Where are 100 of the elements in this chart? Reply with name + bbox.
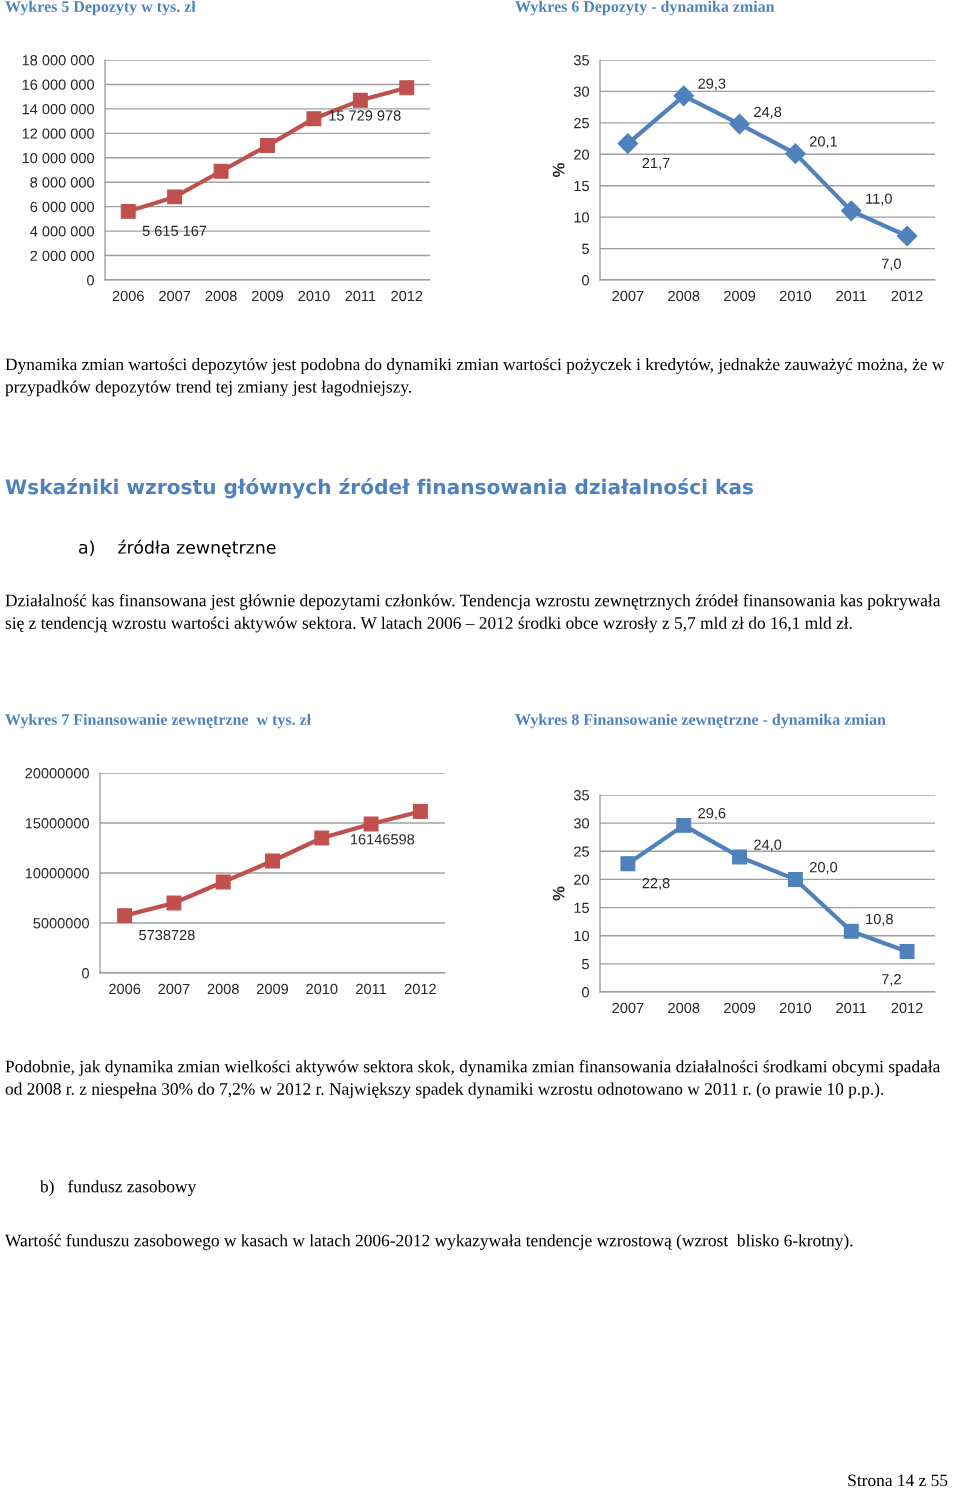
point	[314, 830, 330, 846]
y-tick-label: 5000000	[33, 918, 90, 929]
y-tick-label: 10000000	[25, 868, 90, 879]
x-tick-label: 2010	[779, 290, 812, 302]
y-tick-label: 20	[574, 874, 590, 885]
y-tick-label: 8 000 000	[30, 177, 95, 188]
x-tick-label: 2009	[252, 290, 284, 302]
x-tick-label: 2007	[158, 983, 190, 995]
text: b) fundusz zasobowy	[40, 1180, 197, 1196]
y-tick-label: 5	[582, 243, 589, 254]
y-tick-label: 10 000 000	[22, 152, 95, 164]
chart-title: Wykres 6 Depozyty - dynamika zmian	[515, 0, 775, 16]
data-label: 7,0	[882, 258, 901, 271]
point	[896, 225, 918, 247]
x-tick-label: 2012	[404, 983, 436, 995]
y-tick-label: 30	[573, 818, 590, 829]
point	[899, 944, 915, 959]
x-tick-label: 2009	[724, 290, 756, 302]
point	[363, 816, 379, 832]
y-tick-label: 35	[573, 790, 589, 801]
x-tick-label: 2012	[391, 290, 423, 302]
data-label: 24,0	[754, 839, 782, 852]
text: Dynamika zmian wartości depozytów jest podobna do dynamiki zmian wartości pożyczek i kredytów, jednakże zauważyć można, że w przypadków depozytów trend tej zmiany jest łagodniejszy.	[5, 358, 945, 397]
y-tick-label: 5	[582, 959, 589, 970]
point	[166, 895, 182, 911]
point	[117, 908, 133, 924]
x-tick-label: 2010	[306, 983, 338, 995]
point	[673, 85, 695, 107]
y-tick-label: 14 000 000	[22, 103, 95, 115]
point	[732, 849, 748, 865]
x-tick-label: 2008	[668, 1002, 700, 1014]
y-tick-label: 2 000 000	[30, 250, 95, 261]
data-label: 5 615 167	[142, 225, 207, 236]
x-tick-label: 2011	[345, 290, 376, 302]
y-tick-label: 20000000	[25, 768, 90, 779]
x-tick-label: 2008	[207, 983, 239, 995]
y-tick-label: 20	[574, 149, 590, 160]
chart-title: Wykres 5 Depozyty w tys. zł	[5, 0, 196, 16]
x-tick-label: 2009	[257, 983, 289, 995]
y-tick-label: 25	[574, 117, 589, 129]
text: Podobnie, jak dynamika zmian wielkości aktywów sektora skok, dynamika zmian finansowania działalności środkami obcymi spadała od 2008 r. z niespełna 30% do 7,2% w 2012 r. Największy spadek dynamiki wzrostu odnotowano w 2011 r. (o prawie 10 p.p.).	[5, 1060, 941, 1099]
y-tick-label: 15	[574, 902, 589, 913]
data-label: 11,0	[866, 193, 892, 206]
point	[352, 92, 368, 108]
x-tick-label: 2007	[159, 290, 191, 302]
data-label: 16146598	[351, 834, 415, 845]
y-axis-title: %	[552, 886, 565, 901]
x-tick-label: 2012	[891, 1002, 923, 1014]
data-label: 7,2	[882, 974, 901, 987]
x-tick-label: 2008	[668, 290, 700, 302]
data-label: 29,6	[698, 808, 726, 821]
point	[213, 163, 229, 179]
data-label: 29,3	[698, 78, 726, 91]
y-tick-label: 15	[574, 180, 589, 192]
x-tick-label: 2011	[836, 290, 867, 302]
chart-title: Wykres 8 Finansowanie zewnętrzne - dynamika zmian	[515, 713, 886, 729]
x-tick-label: 2010	[779, 1002, 812, 1014]
text: Wartość funduszu zasobowego w kasach w latach 2006-2012 wykazywała tendencje wzrostową (wzrost blisko 6-krotny).	[5, 1234, 853, 1250]
data-label: 24,8	[754, 106, 782, 119]
text: Wskaźniki wzrostu głównych źródeł finansowania działalności kas	[5, 478, 754, 499]
x-tick-label: 2012	[891, 290, 923, 302]
data-label: 5738728	[139, 929, 195, 941]
point	[399, 80, 415, 96]
point	[617, 133, 639, 154]
point	[265, 853, 280, 869]
point	[167, 189, 183, 205]
data-label: 20,1	[810, 136, 837, 149]
point	[676, 817, 692, 833]
text: Strona 14 z 55	[848, 1474, 948, 1487]
y-tick-label: 0	[582, 987, 590, 998]
x-tick-label: 2009	[724, 1002, 756, 1014]
point	[785, 143, 806, 164]
data-label: 21,7	[642, 157, 670, 170]
x-tick-label: 2008	[205, 290, 237, 302]
point	[260, 138, 275, 154]
point	[306, 111, 322, 127]
point	[412, 804, 428, 819]
chart-title: Wykres 7 Finansowanie zewnętrzne w tys. zł	[5, 713, 312, 729]
y-axis-title: %	[552, 163, 565, 177]
y-tick-label: 10	[574, 212, 590, 223]
x-tick-label: 2011	[836, 1002, 867, 1014]
x-tick-label: 2010	[298, 290, 330, 302]
x-tick-label: 2006	[112, 290, 144, 302]
point	[215, 874, 231, 890]
y-tick-label: 18 000 000	[22, 55, 95, 66]
data-label: 22,8	[642, 877, 670, 890]
y-tick-label: 30	[573, 86, 590, 97]
y-tick-label: 16 000 000	[22, 79, 95, 90]
point	[729, 113, 750, 135]
point	[787, 871, 803, 887]
y-tick-label: 12 000 000	[22, 128, 95, 139]
text: Działalność kas finansowana jest głównie depozytami członków. Tendencja wzrostu zewnętrznych źródeł finansowania kas pokrywała się z tendencją wzrostu wartości aktywów sektora. W latach 2006 – 2012 środki obce wzrosły z 5,7 mld zł do 16,1 mld zł.	[5, 594, 941, 633]
y-tick-label: 35	[573, 55, 589, 66]
text: a) źródła zewnętrzne	[79, 539, 276, 557]
point	[843, 923, 859, 939]
x-tick-label: 2007	[612, 290, 644, 302]
y-tick-label: 0	[82, 968, 90, 979]
y-tick-label: 4 000 000	[30, 226, 95, 237]
x-tick-label: 2007	[612, 1002, 644, 1014]
point	[620, 856, 636, 872]
